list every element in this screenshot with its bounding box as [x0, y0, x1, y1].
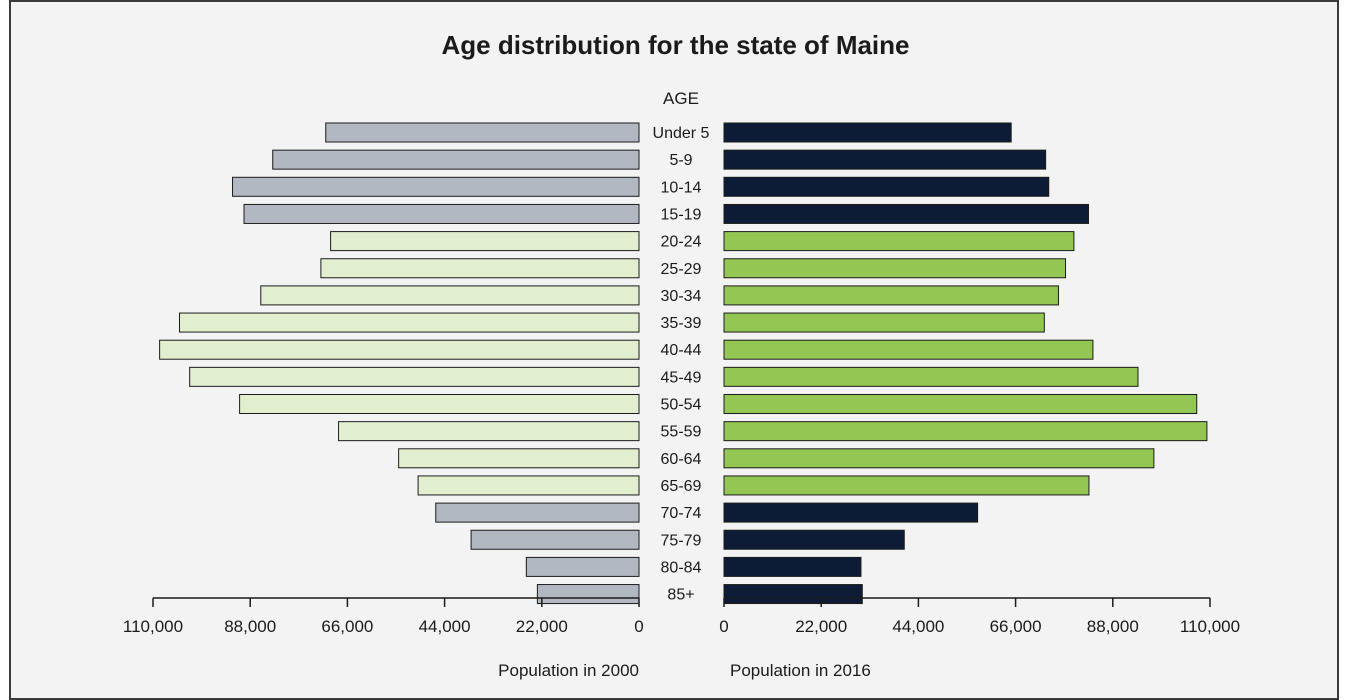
bar-2016-under-5: [723, 122, 1012, 143]
chart-title: Age distribution for the state of Maine: [441, 30, 910, 60]
bar-2016-70-74: [723, 502, 979, 523]
left-axis-tick-label: 110,000: [123, 617, 183, 636]
bar-2016-20-24: [723, 231, 1075, 252]
category-label: 65-69: [661, 478, 702, 495]
left-axis-tick-label: 22,000: [516, 617, 568, 636]
bar-2016-50-54: [723, 394, 1198, 414]
right-axis-tick-label: 44,000: [892, 617, 944, 636]
bar-2000-40-44: [159, 339, 640, 360]
bar-2016-10-14: [723, 176, 1050, 197]
right-axis-tick-label: 22,000: [795, 617, 847, 636]
category-label: 20-24: [661, 234, 702, 251]
bar-2016-75-79: [723, 529, 905, 550]
bar-2016-40-44: [723, 339, 1094, 360]
left-axis-tick-label: 44,000: [419, 617, 471, 636]
category-label: 25-29: [661, 261, 702, 278]
category-label: 50-54: [661, 397, 702, 414]
bar-2016-45-49: [723, 366, 1139, 387]
bar-2000-55-59: [338, 421, 640, 442]
bar-2000-80-84: [525, 556, 640, 577]
bar-2016-25-29: [723, 258, 1067, 279]
right-axis-tick-label: 110,000: [1180, 617, 1240, 636]
left-axis-tick-label: 0: [634, 617, 643, 636]
bar-2016-65-69: [723, 475, 1090, 496]
bar-2000-60-64: [398, 448, 640, 469]
bar-2016-5-9: [723, 149, 1047, 170]
category-label: 85+: [667, 587, 694, 604]
bar-2016-30-34: [723, 285, 1059, 306]
bar-2000-30-34: [260, 285, 640, 306]
category-label: 30-34: [661, 288, 702, 305]
category-label: 35-39: [661, 315, 702, 332]
bar-2000-50-54: [239, 394, 640, 414]
category-label: 70-74: [661, 505, 702, 522]
bar-2000-75-79: [470, 529, 640, 550]
category-label: 10-14: [661, 179, 702, 196]
right-axis-tick-label: 0: [719, 617, 728, 636]
category-label: 45-49: [661, 369, 702, 386]
category-label: 5-9: [669, 152, 692, 169]
bar-2000-10-14: [232, 176, 640, 197]
category-label: 55-59: [661, 424, 702, 441]
bar-2000-35-39: [179, 312, 640, 333]
category-label: 75-79: [661, 532, 702, 549]
category-label: 15-19: [661, 206, 702, 223]
right-axis-tick-label: 66,000: [990, 617, 1042, 636]
bar-2016-60-64: [723, 448, 1155, 469]
category-label: 40-44: [661, 342, 702, 359]
age-header: AGE: [663, 89, 699, 108]
left-axis-label: Population in 2000: [498, 661, 639, 680]
right-axis-label: Population in 2016: [730, 661, 871, 680]
bar-2000-20-24: [330, 231, 640, 252]
bar-2000-85+: [536, 584, 640, 605]
left-axis-tick-label: 88,000: [224, 617, 276, 636]
bar-2000-70-74: [435, 502, 640, 523]
bar-2000-45-49: [189, 366, 640, 387]
category-label: 60-64: [661, 451, 702, 468]
right-axis-tick-label: 88,000: [1087, 617, 1139, 636]
bar-2000-5-9: [272, 149, 640, 170]
category-label: 80-84: [661, 559, 702, 576]
bar-2000-25-29: [320, 258, 640, 279]
bar-2000-15-19: [243, 203, 640, 224]
bar-2000-65-69: [417, 475, 640, 496]
bar-2016-85+: [723, 584, 863, 605]
bar-2016-55-59: [723, 421, 1208, 442]
bar-2000-under-5: [325, 122, 640, 143]
category-label: Under 5: [653, 125, 710, 142]
left-axis-tick-label: 66,000: [321, 617, 373, 636]
bar-2016-35-39: [723, 312, 1045, 333]
bar-2016-15-19: [723, 203, 1089, 224]
bar-2016-80-84: [723, 556, 862, 577]
